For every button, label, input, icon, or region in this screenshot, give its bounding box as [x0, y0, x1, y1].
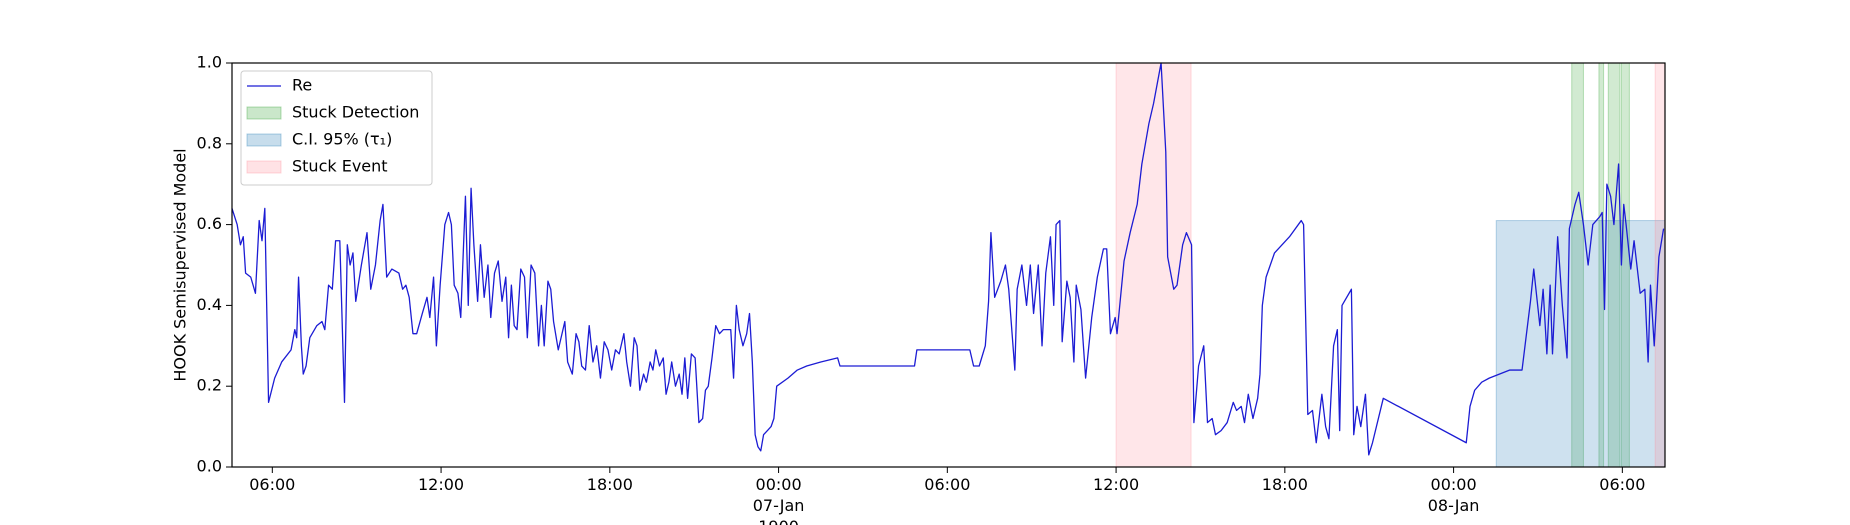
legend-label: Re	[292, 76, 312, 95]
x-tick-label: 12:00	[418, 475, 464, 494]
y-tick-label: 1.0	[197, 53, 222, 72]
legend-swatch	[246, 106, 282, 120]
y-tick-label: 0.6	[197, 214, 222, 233]
y-axis-label: HOOK Semisupervised Model	[171, 148, 190, 381]
legend-swatch	[246, 160, 282, 174]
x-tick-label: 12:00	[1093, 475, 1139, 494]
y-tick-label: 0.2	[197, 376, 222, 395]
x-tick-label: 18:00	[587, 475, 633, 494]
legend-label: Stuck Detection	[292, 103, 419, 122]
legend-box	[240, 70, 433, 186]
y-tick-label: 0.4	[197, 295, 222, 314]
region	[1115, 62, 1192, 468]
legend-swatch	[246, 133, 282, 147]
y-tick-label: 0.8	[197, 133, 222, 152]
x-tick-label: 06:00	[249, 475, 295, 494]
x-tick-label: 06:00	[924, 475, 970, 494]
legend-label: Stuck Event	[292, 157, 388, 176]
region	[1654, 62, 1666, 468]
x-tick-label: 00:00 08-Jan	[1428, 475, 1480, 515]
legend: Re Stuck Detection C.I. 95% (τ₁) Stuck Even…	[240, 70, 433, 186]
x-tick-label: 18:00	[1262, 475, 1308, 494]
legend-label: C.I. 95% (τ₁)	[292, 130, 392, 149]
x-tick-label: 06:00	[1599, 475, 1645, 494]
line-series	[231, 62, 1665, 456]
region	[1495, 220, 1666, 468]
axes-frame	[231, 62, 1666, 468]
y-tick-label: 0.0	[197, 457, 222, 476]
